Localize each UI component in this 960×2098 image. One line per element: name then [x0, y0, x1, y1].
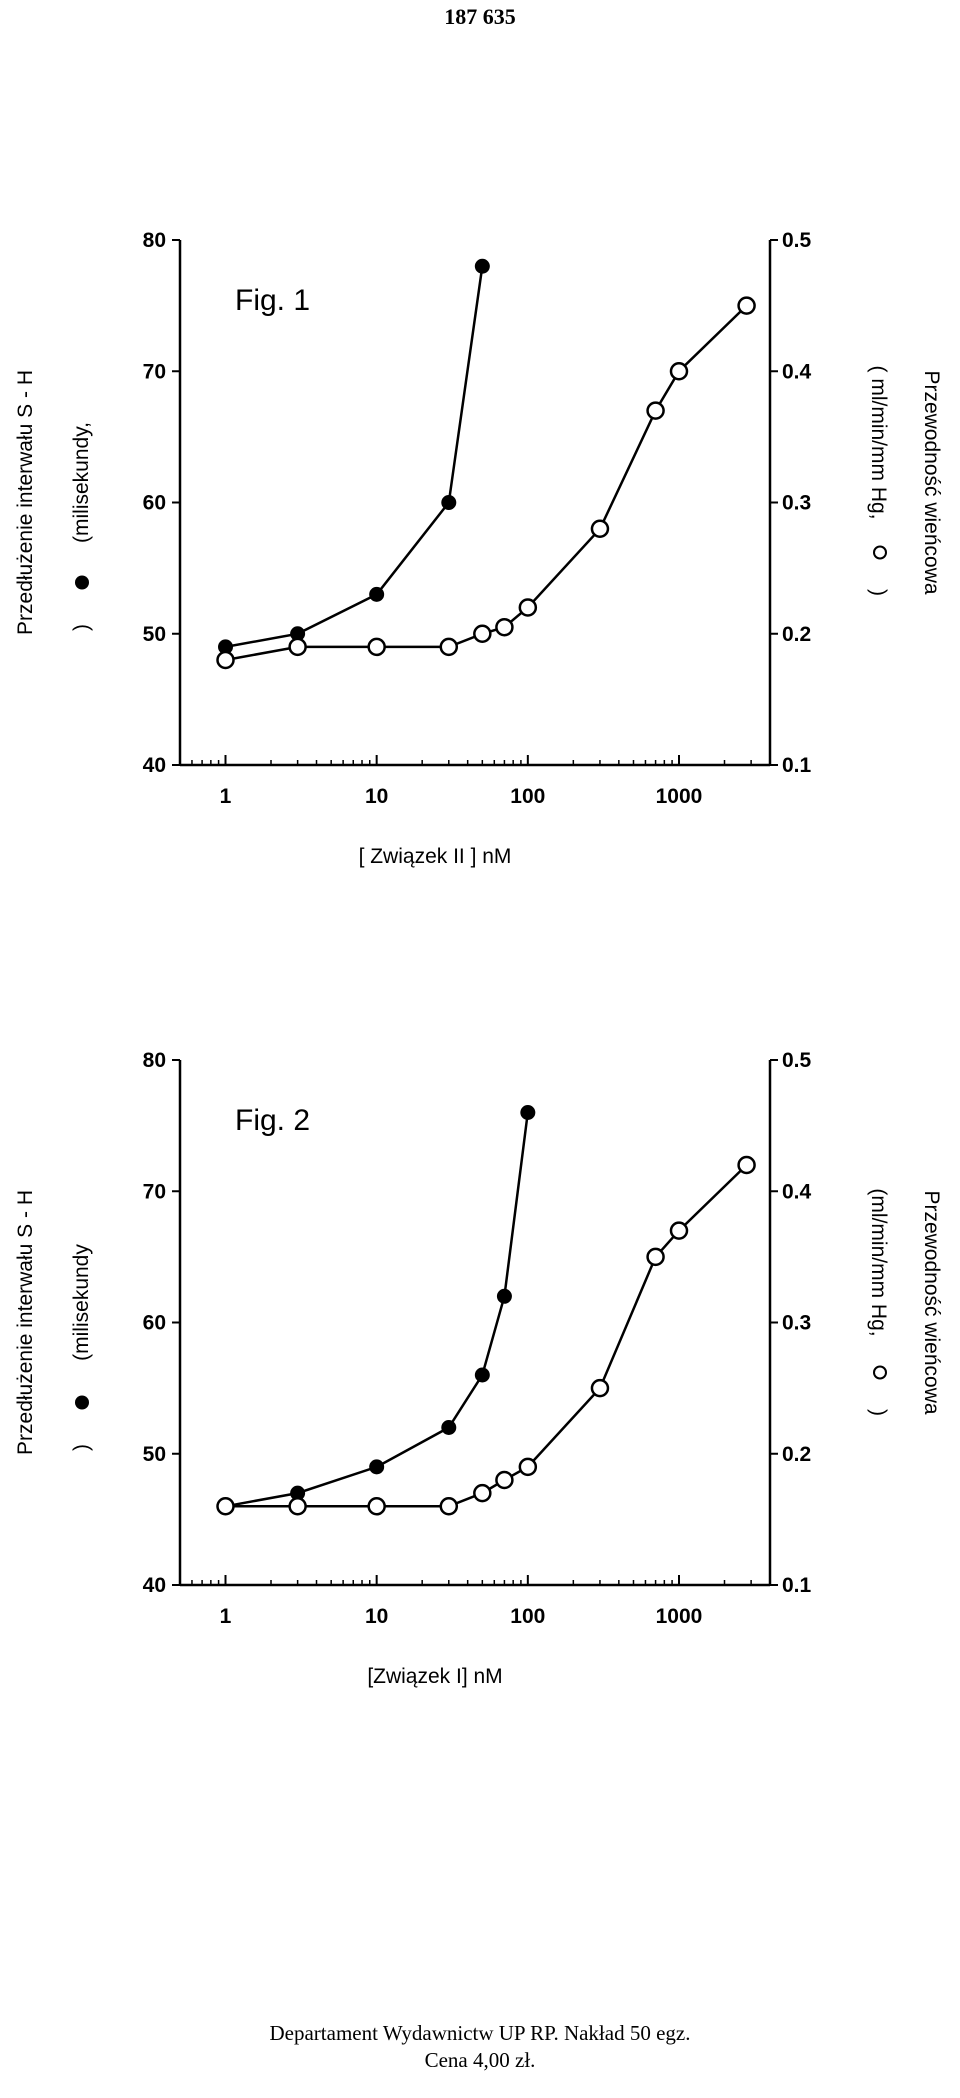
left-y-axis-units-close: )	[70, 624, 93, 631]
left-y-axis-units-close: )	[70, 1444, 93, 1451]
open-data-point	[590, 519, 610, 538]
left-y-tick-label: 60	[143, 1312, 166, 1335]
right-y-axis-units-close: )	[867, 1409, 890, 1416]
open-data-point	[646, 401, 665, 420]
x-tick-label: 10	[365, 785, 388, 808]
open-data-point	[590, 1378, 610, 1398]
x-tick-label: 1	[220, 785, 232, 808]
open-series-line	[225, 304, 748, 662]
right-axis-open-marker-key	[873, 1365, 887, 1380]
left-y-tick-label: 60	[143, 492, 166, 515]
open-data-point	[216, 1497, 235, 1516]
open-data-point	[216, 650, 235, 670]
left-axis-filled-marker-key	[75, 1395, 89, 1410]
open-data-point	[646, 1247, 665, 1267]
right-y-axis-title: Przewodność wieńcowa	[920, 1190, 943, 1414]
open-series-line	[225, 1164, 748, 1508]
left-y-tick-label: 80	[143, 1049, 166, 1072]
x-tick-label: 1000	[656, 785, 703, 808]
filled-data-point	[441, 495, 457, 510]
filled-data-point	[369, 1459, 385, 1475]
x-tick-label: 1	[220, 1605, 232, 1628]
open-data-point	[288, 637, 307, 657]
filled-data-point	[290, 626, 306, 642]
filled-data-point	[474, 258, 490, 274]
figure-title: Fig. 2	[235, 1104, 310, 1137]
open-data-point	[518, 598, 538, 617]
right-axis-open-marker-key	[873, 545, 887, 560]
right-y-tick-label: 0.5	[782, 229, 812, 252]
x-tick-label: 100	[510, 785, 545, 808]
filled-data-point	[218, 639, 234, 655]
left-y-axis-title: Przedłużenie interwału S - H	[14, 1190, 37, 1455]
right-y-axis-units-close: )	[867, 589, 890, 596]
footer-publisher-line: Departament Wydawnictw UP RP. Nakład 50 …	[269, 2021, 691, 2045]
left-y-tick-label: 40	[143, 1574, 166, 1597]
x-tick-label: 100	[510, 1605, 545, 1628]
right-y-tick-label: 0.3	[782, 492, 811, 515]
open-data-point	[669, 362, 689, 381]
left-y-axis-units: (milisekundy	[70, 1244, 93, 1361]
x-tick-label: 1000	[656, 1605, 703, 1628]
filled-data-point	[496, 1288, 512, 1304]
x-axis-title: [Związek I] nM	[367, 1665, 502, 1688]
figure-1-chart: 40 50 60 70 80 0.1 0.2 0.3 0.4 0.5 1 10 100 1000 Fig. …	[14, 229, 943, 868]
figure-2-chart: 40 50 60 70 80 0.1 0.2 0.3 0.4 0.5 1 10 100 1000 Fig. …	[14, 1049, 943, 1688]
open-data-point	[669, 1221, 689, 1240]
open-data-point	[518, 1457, 538, 1477]
page-number: 187 635	[444, 4, 516, 29]
left-axis-filled-marker-key	[75, 575, 89, 590]
right-y-tick-label: 0.4	[782, 1180, 812, 1203]
left-y-tick-label: 50	[143, 623, 166, 646]
open-data-point	[439, 637, 459, 657]
right-y-tick-label: 0.5	[782, 1049, 812, 1072]
right-y-tick-label: 0.1	[782, 754, 812, 777]
filled-series-line	[225, 266, 484, 649]
right-y-axis-title: Przewodność wieńcowa	[920, 370, 943, 594]
filled-data-point	[520, 1105, 536, 1120]
open-data-point	[473, 624, 492, 643]
open-data-point	[473, 1483, 492, 1503]
filled-data-point	[369, 586, 385, 602]
left-y-tick-label: 70	[143, 360, 166, 383]
open-data-point	[495, 1470, 514, 1490]
right-y-tick-label: 0.2	[782, 623, 811, 646]
open-data-point	[367, 1497, 386, 1516]
left-y-axis-title: Przedłużenie interwału S - H	[14, 370, 37, 635]
right-y-tick-label: 0.1	[782, 1574, 812, 1597]
right-y-tick-label: 0.4	[782, 360, 812, 383]
x-tick-label: 10	[365, 1605, 388, 1628]
figure-title: Fig. 1	[235, 284, 310, 317]
open-data-point	[737, 1155, 756, 1175]
filled-series-line	[225, 1112, 530, 1508]
open-data-point	[495, 617, 514, 637]
right-y-axis-units: ( ml/min/mm Hg,	[867, 366, 890, 520]
left-y-tick-label: 50	[143, 1443, 166, 1466]
left-y-tick-label: 40	[143, 754, 166, 777]
footer-price-line: Cena 4,00 zł.	[424, 2048, 536, 2072]
open-data-point	[439, 1497, 459, 1516]
filled-data-point	[290, 1485, 306, 1501]
left-y-tick-label: 70	[143, 1180, 166, 1203]
left-y-axis-units: (milisekundy,	[70, 422, 93, 543]
x-axis-title: [ Związek II ] nM	[359, 845, 512, 868]
open-data-point	[367, 637, 386, 657]
right-y-axis-units: (ml/min/mm Hg,	[867, 1188, 890, 1336]
open-data-point	[288, 1497, 307, 1516]
open-data-point	[737, 296, 756, 315]
right-y-tick-label: 0.2	[782, 1443, 811, 1466]
filled-data-point	[441, 1420, 457, 1435]
left-y-tick-label: 80	[143, 229, 166, 252]
filled-data-point	[474, 1367, 490, 1383]
right-y-tick-label: 0.3	[782, 1312, 811, 1335]
